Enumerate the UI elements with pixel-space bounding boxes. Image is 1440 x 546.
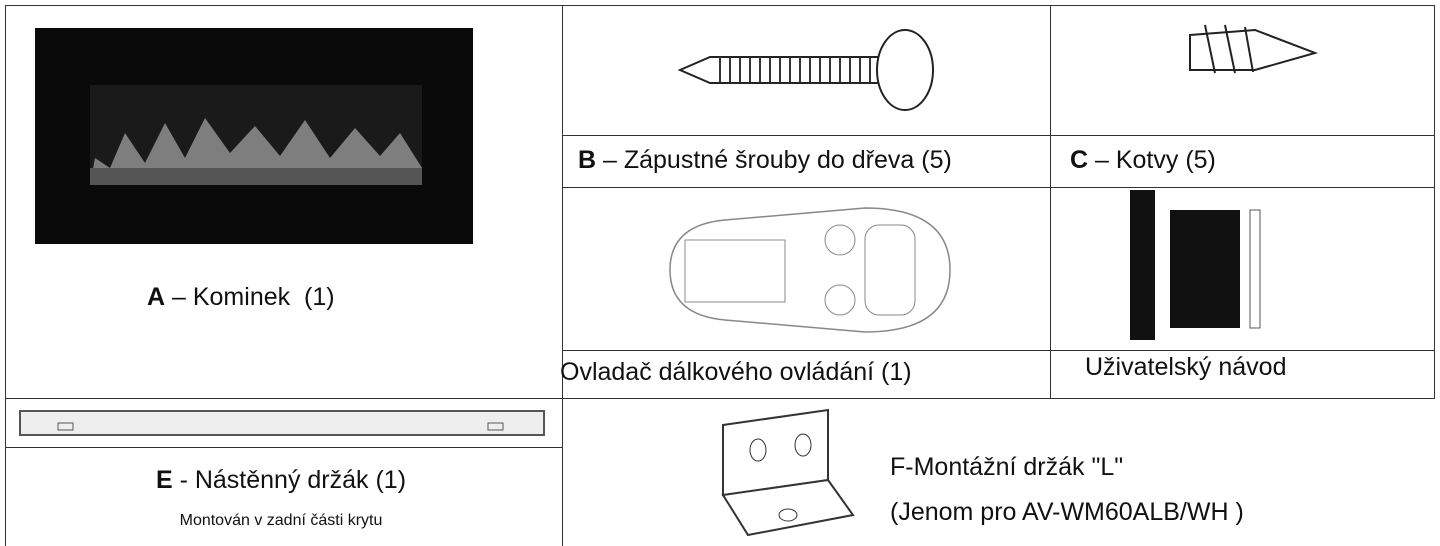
label-f-line2: (Jenom pro AV-WM60ALB/WH ): [890, 498, 1244, 526]
fireplace-image: [35, 28, 473, 244]
label-c: C – Kotvy (5): [1070, 146, 1216, 174]
label-manual: Uživatelský návod: [1085, 353, 1287, 381]
remote-image: [669, 207, 951, 333]
manual-image: [1130, 190, 1261, 340]
label-b: B – Zápustné šrouby do dřeva (5): [578, 146, 952, 174]
label-f-line1: F-Montážní držák "L": [890, 453, 1124, 481]
anchor-image: [1189, 24, 1319, 74]
wall-bracket-image: [19, 410, 545, 436]
label-remote: Ovladač dálkového ovládání (1): [560, 358, 912, 386]
label-e: E - Nástěnný držák (1): [155, 466, 407, 494]
label-e-note: Montován v zadní části krytu: [179, 512, 383, 529]
screw-image: [677, 29, 934, 111]
l-bracket-image: [721, 408, 855, 537]
label-a: A – Kominek (1): [147, 283, 335, 311]
